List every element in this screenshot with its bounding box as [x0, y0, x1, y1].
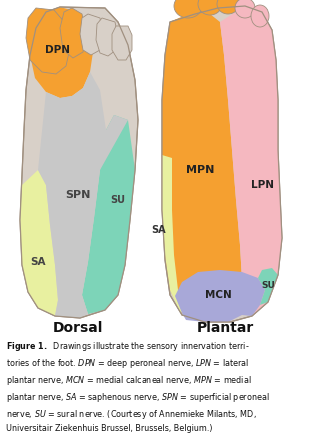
Text: SU: SU [261, 282, 275, 291]
Text: SA: SA [152, 225, 166, 235]
Polygon shape [80, 14, 103, 55]
Text: SA: SA [30, 257, 46, 267]
Text: SU: SU [111, 195, 125, 205]
Ellipse shape [235, 0, 255, 18]
Polygon shape [82, 115, 135, 314]
Polygon shape [96, 18, 118, 56]
Text: MPN: MPN [186, 165, 214, 175]
Text: SPN: SPN [65, 190, 91, 200]
Ellipse shape [251, 5, 269, 27]
Polygon shape [26, 8, 70, 74]
Polygon shape [30, 7, 93, 98]
Polygon shape [20, 170, 58, 316]
Ellipse shape [174, 0, 202, 18]
Polygon shape [20, 7, 138, 318]
Ellipse shape [198, 0, 222, 15]
Text: $\bf{Figure\ 1.}$  Drawings illustrate the sensory innervation terri-
tories of : $\bf{Figure\ 1.}$ Drawings illustrate th… [6, 340, 270, 433]
Polygon shape [162, 155, 186, 312]
Text: DPN: DPN [45, 45, 71, 55]
Polygon shape [162, 10, 242, 320]
Polygon shape [162, 6, 282, 322]
Polygon shape [38, 72, 128, 318]
Polygon shape [258, 268, 278, 305]
Polygon shape [112, 26, 132, 60]
Text: MCN: MCN [205, 290, 232, 300]
Ellipse shape [217, 0, 239, 14]
Polygon shape [175, 270, 265, 322]
Text: LPN: LPN [250, 180, 273, 190]
Text: Plantar: Plantar [196, 321, 254, 335]
Text: Dorsal: Dorsal [53, 321, 103, 335]
Polygon shape [220, 6, 282, 316]
Polygon shape [60, 8, 86, 58]
